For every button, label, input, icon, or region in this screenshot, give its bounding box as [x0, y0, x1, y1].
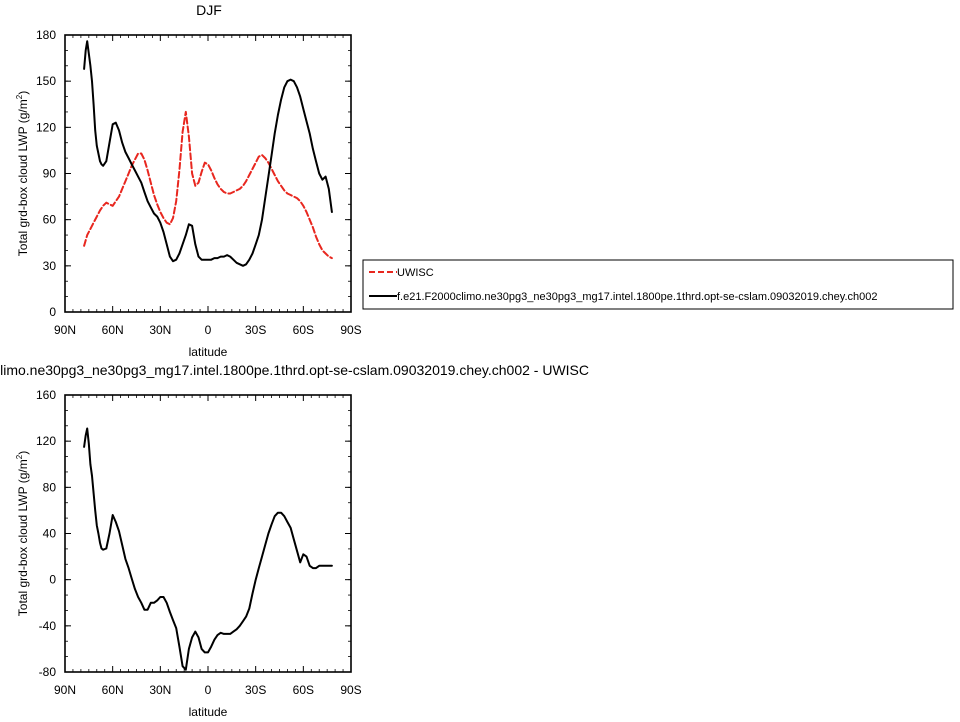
y-tick-label: 30 [43, 259, 57, 273]
chart-title: DJF [196, 2, 222, 18]
x-tick-label: 60S [293, 323, 314, 337]
series-line-1 [83, 40, 333, 267]
y-tick-label: 180 [36, 28, 56, 42]
y-tick-label: -80 [39, 665, 57, 679]
y-tick-label: 120 [36, 434, 56, 448]
chart-title: f.e21.F2000climo.ne30pg3_ne30pg3_mg17.in… [0, 362, 589, 378]
x-tick-label: 30S [245, 683, 266, 697]
axis-ticks: 90N 60N 30N 0 30S 60S 90S -80 -40 0 40 80 120 160 [36, 388, 362, 697]
x-tick-label: 60N [102, 683, 124, 697]
y-tick-label: 0 [49, 573, 56, 587]
x-tick-label: 30S [245, 323, 266, 337]
x-tick-label: 60S [293, 683, 314, 697]
y-tick-label: -40 [39, 619, 57, 633]
y-tick-label: 150 [36, 74, 56, 88]
y-axis-title-end: ) [16, 91, 30, 95]
x-axis-title: latitude [189, 705, 228, 719]
series-line-0 [83, 427, 333, 671]
y-tick-label: 90 [43, 167, 57, 181]
y-axis-title-sup: 2 [15, 94, 24, 99]
legend-label-model: f.e21.F2000climo.ne30pg3_ne30pg3_mg17.in… [397, 291, 877, 303]
x-tick-label: 0 [205, 683, 212, 697]
x-tick-label: 30N [149, 323, 171, 337]
legend-label-uwisc: UWISC [397, 267, 434, 279]
legend: UWISC f.e21.F2000climo.ne30pg3_ne30pg3_m… [362, 259, 954, 310]
series-group [83, 40, 333, 267]
y-tick-label: 0 [49, 305, 56, 319]
x-tick-label: 90N [54, 683, 76, 697]
y-axis-title: Total grd-box cloud LWP (g/m2) [15, 91, 30, 256]
y-axis-title-end: ) [16, 451, 30, 455]
x-tick-label: 90S [340, 683, 361, 697]
y-tick-label: 60 [43, 213, 57, 227]
series-group [83, 427, 333, 671]
y-axis-title: Total grd-box cloud LWP (g/m2) [15, 451, 30, 616]
x-axis-title: latitude [189, 345, 228, 359]
x-tick-label: 30N [149, 683, 171, 697]
plot-frame [64, 394, 352, 673]
y-tick-label: 160 [36, 388, 56, 402]
y-tick-label: 40 [43, 527, 57, 541]
y-tick-label: 80 [43, 480, 57, 494]
x-tick-label: 0 [205, 323, 212, 337]
y-axis-title-sup: 2 [15, 454, 24, 459]
x-tick-label: 60N [102, 323, 124, 337]
bottom-chart: f.e21.F2000climo.ne30pg3_ne30pg3_mg17.in… [0, 362, 589, 719]
plot-frame [64, 34, 352, 313]
series-line-0 [83, 110, 333, 260]
top-chart: DJF 90N 60N 30N 0 30S 60S 90S0306090120150180 … [15, 2, 362, 359]
legend-box [362, 259, 954, 310]
y-axis-title-text: Total grd-box cloud LWP (g/m [16, 459, 30, 616]
x-tick-label: 90N [54, 323, 76, 337]
y-tick-label: 120 [36, 120, 56, 134]
x-tick-label: 90S [340, 323, 361, 337]
axis-ticks: 90N 60N 30N 0 30S 60S 90S 0 30 60 90 120 150 180 [36, 28, 362, 337]
y-axis-title-text: Total grd-box cloud LWP (g/m [16, 99, 30, 256]
